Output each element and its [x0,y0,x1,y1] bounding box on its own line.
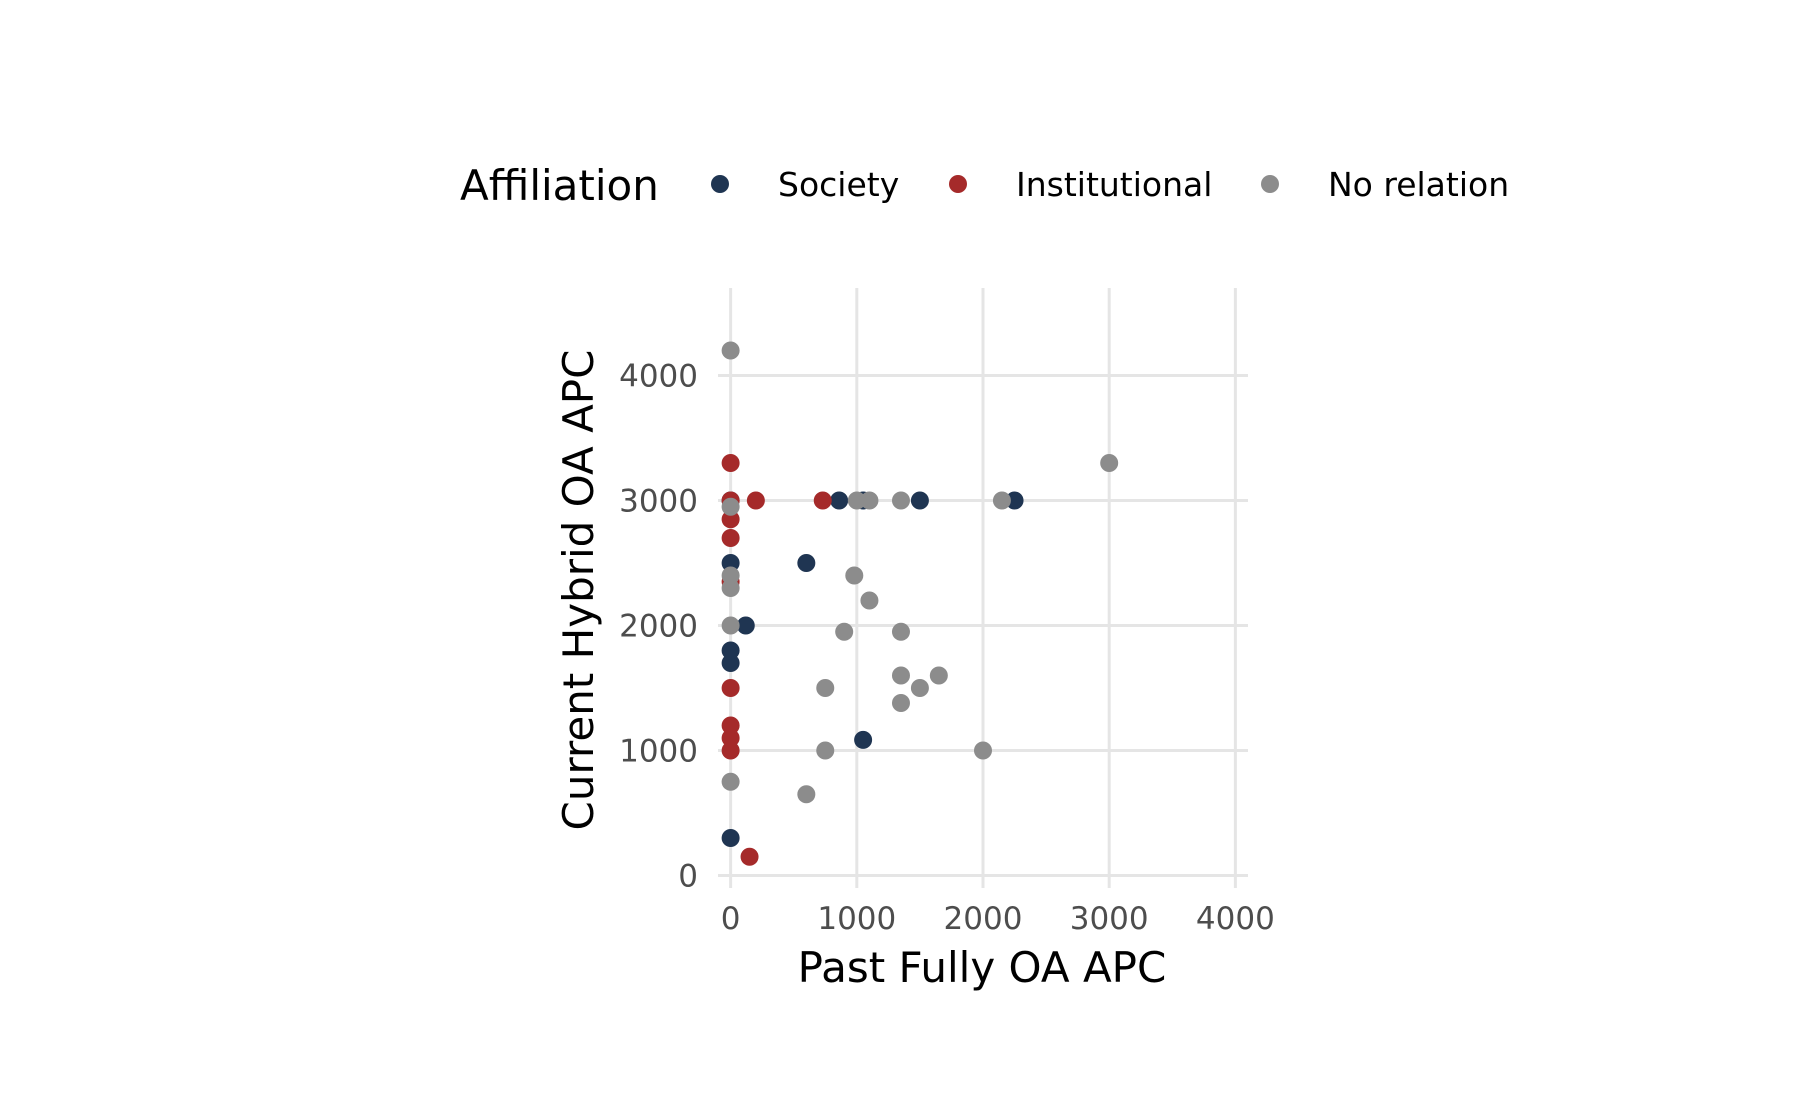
point-society [721,654,740,672]
y-axis-ticks: 0 1000 2000 3000 4000 [619,359,698,895]
legend-label-no-relation: No relation [1328,165,1509,204]
point-no-relation [816,679,835,697]
legend-key-society [711,175,729,193]
point-society [721,829,740,847]
y-tick-label: 0 [678,859,698,895]
point-no-relation [721,497,740,516]
point-no-relation [974,741,992,760]
point-institutional [740,847,759,866]
y-axis-title: Current Hybrid OA APC [554,350,603,831]
point-no-relation [721,566,740,585]
x-tick-label: 0 [721,901,741,937]
point-no-relation [891,694,910,712]
point-society [721,641,740,660]
point-no-relation [721,616,740,635]
point-institutional [721,741,740,760]
point-society [721,554,740,572]
point-no-relation [797,785,816,804]
point-no-relation [835,622,854,641]
point-no-relation [992,491,1011,510]
point-institutional [721,679,740,697]
legend-label-institutional: Institutional [1016,165,1212,204]
point-no-relation [1100,454,1119,472]
x-tick-label: 1000 [817,901,896,937]
point-society [1005,491,1024,510]
point-institutional [721,716,740,735]
point-no-relation [929,666,948,685]
point-no-relation [721,341,740,360]
point-society [910,491,929,510]
legend-items: Society Institutional No relation [711,165,1509,204]
point-no-relation [891,666,910,685]
point-no-relation [816,741,835,760]
point-institutional [813,491,832,510]
y-tick-label: 3000 [619,484,698,520]
x-tick-label: 4000 [1196,901,1275,937]
point-society [736,616,755,635]
point-institutional [721,529,740,547]
point-society [830,491,849,510]
point-no-relation [721,579,740,597]
legend: Affiliation Society Institutional No relat… [460,161,1509,210]
y-tick-label: 2000 [619,609,698,645]
point-no-relation [721,772,740,791]
legend-title: Affiliation [460,161,659,210]
gridlines [718,288,1248,888]
legend-key-institutional [949,175,967,193]
point-no-relation [845,566,864,585]
point-institutional [721,454,740,472]
point-no-relation [910,679,929,697]
point-no-relation [891,622,910,641]
x-axis-title: Past Fully OA APC [798,943,1167,992]
data-points [721,341,1119,866]
point-institutional [746,491,765,510]
point-no-relation [847,491,866,510]
x-tick-label: 3000 [1070,901,1149,937]
y-tick-label: 1000 [619,734,698,770]
y-tick-label: 4000 [619,359,698,395]
x-tick-label: 2000 [944,901,1023,937]
point-no-relation [860,591,879,610]
x-axis-ticks: 0 1000 2000 3000 4000 [721,901,1275,937]
point-institutional [721,729,740,747]
point-institutional [721,510,740,529]
point-society [854,730,873,749]
point-society [797,554,816,572]
legend-label-society: Society [778,165,899,204]
point-no-relation [860,491,879,510]
point-no-relation [891,491,910,510]
legend-key-no-relation [1261,175,1279,193]
